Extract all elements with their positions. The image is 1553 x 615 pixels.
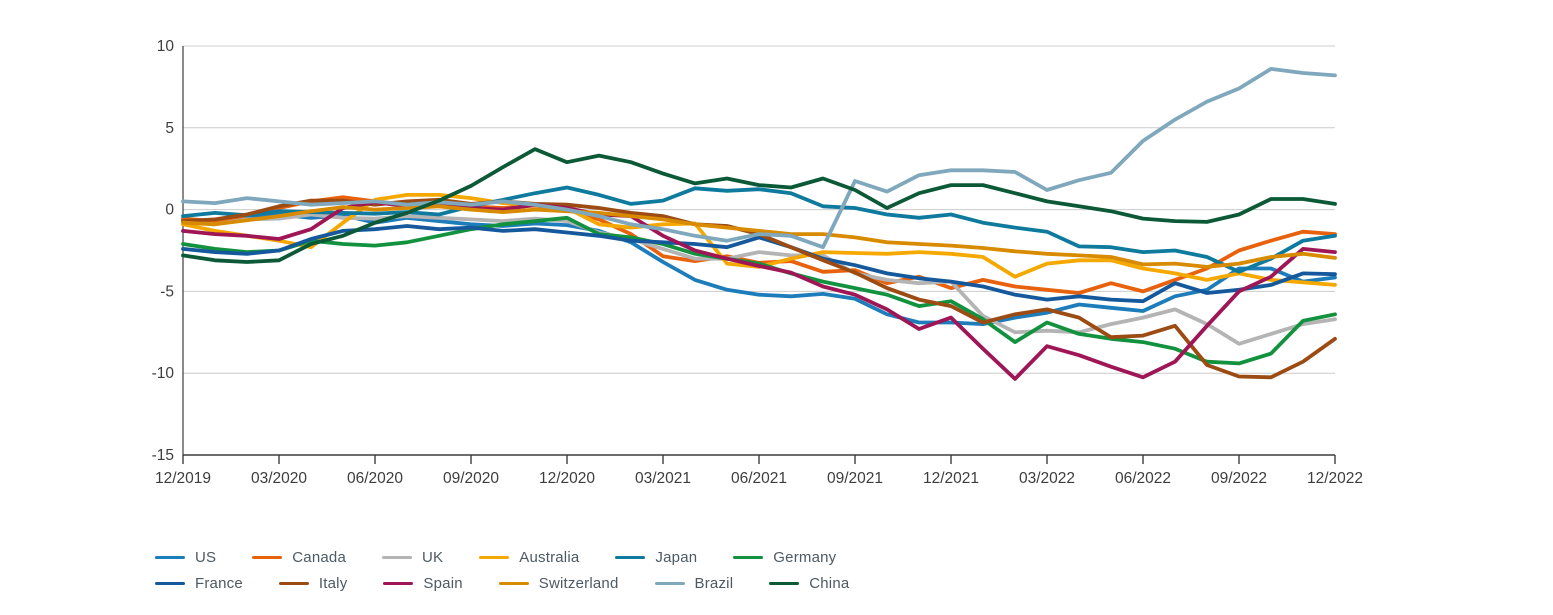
x-tick-label: 12/2019: [155, 470, 211, 487]
chart-svg: 10 5 0 -5 -10 -15 12/2019 03/2020 06/2020 09/2020…: [152, 38, 1363, 487]
legend-label: Canada: [292, 549, 346, 566]
y-axis: 10 5 0 -5 -10 -15: [152, 38, 175, 464]
y-tick-label: -15: [152, 447, 174, 464]
x-tick-label: 06/2022: [1115, 470, 1171, 487]
legend-label: Australia: [519, 549, 580, 566]
legend-item-australia: Australia: [479, 549, 579, 566]
y-tick-label: 0: [165, 202, 174, 219]
legend-label: Switzerland: [538, 575, 619, 592]
line-switzerland: [181, 204, 1337, 269]
legend-item-spain: Spain: [383, 575, 463, 592]
x-tick-label: 09/2022: [1211, 470, 1267, 487]
x-tick-label: 09/2020: [443, 470, 499, 487]
legend-swatch-australia: [479, 555, 510, 560]
line-germany: [181, 215, 1337, 366]
legend-label: Italy: [318, 575, 348, 592]
x-tick-label: 12/2020: [539, 470, 595, 487]
legend-item-brazil: Brazil: [654, 575, 734, 592]
y-tick-label: -5: [160, 283, 174, 300]
legend-row: US Canada UK Australia Japan Germany: [155, 549, 849, 566]
x-tick-label: 03/2021: [635, 470, 691, 487]
legend-item-switzerland: Switzerland: [498, 575, 619, 592]
legend-label: Spain: [423, 575, 463, 592]
legend-swatch-france: [155, 581, 185, 586]
legend-swatch-brazil: [654, 581, 685, 586]
y-tick-label: -10: [152, 365, 175, 382]
legend-item-france: France: [155, 575, 243, 592]
x-axis: 12/2019 03/2020 06/2020 09/2020 12/2020 03/20…: [155, 455, 1363, 487]
legend-label: Brazil: [694, 575, 734, 592]
legend-item-italy: Italy: [278, 575, 348, 592]
x-tick-label: 03/2022: [1019, 470, 1075, 487]
chart-legend: US Canada UK Australia Japan Germany France Ita…: [155, 549, 849, 592]
line-uk: [181, 212, 1337, 346]
legend-swatch-spain: [383, 581, 414, 586]
line-japan: [181, 185, 1337, 274]
line-china: [181, 147, 1337, 264]
legend-item-uk: UK: [382, 549, 443, 566]
legend-item-germany: Germany: [733, 549, 836, 566]
legend-label: China: [809, 575, 850, 592]
legend-label: UK: [422, 549, 444, 566]
legend-swatch-uk: [382, 555, 412, 560]
legend-swatch-switzerland: [498, 581, 529, 586]
legend-swatch-us: [155, 555, 185, 560]
legend-label: US: [195, 549, 217, 566]
legend-label: France: [195, 575, 243, 592]
x-tick-label: 12/2021: [923, 470, 979, 487]
legend-label: Germany: [773, 549, 837, 566]
legend-item-china: China: [769, 575, 849, 592]
legend-label: Japan: [655, 549, 698, 566]
legend-swatch-china: [769, 581, 800, 586]
y-tick-label: 5: [165, 120, 174, 137]
x-tick-label: 09/2021: [827, 470, 883, 487]
series-lines: [181, 67, 1337, 381]
legend-swatch-japan: [615, 555, 646, 560]
legend-item-canada: Canada: [252, 549, 346, 566]
x-tick-label: 06/2021: [731, 470, 787, 487]
x-tick-label: 12/2022: [1307, 470, 1363, 487]
legend-swatch-italy: [278, 581, 309, 586]
line-france: [181, 224, 1337, 304]
x-tick-label: 03/2020: [251, 470, 307, 487]
legend-item-japan: Japan: [615, 549, 697, 566]
legend-swatch-germany: [733, 555, 764, 560]
legend-swatch-canada: [252, 555, 283, 560]
legend-item-us: US: [155, 549, 216, 566]
line-brazil: [181, 67, 1337, 250]
legend-row: France Italy Spain Switzerland Brazil China: [155, 575, 849, 592]
y-tick-label: 10: [157, 38, 175, 55]
x-tick-label: 06/2020: [347, 470, 403, 487]
